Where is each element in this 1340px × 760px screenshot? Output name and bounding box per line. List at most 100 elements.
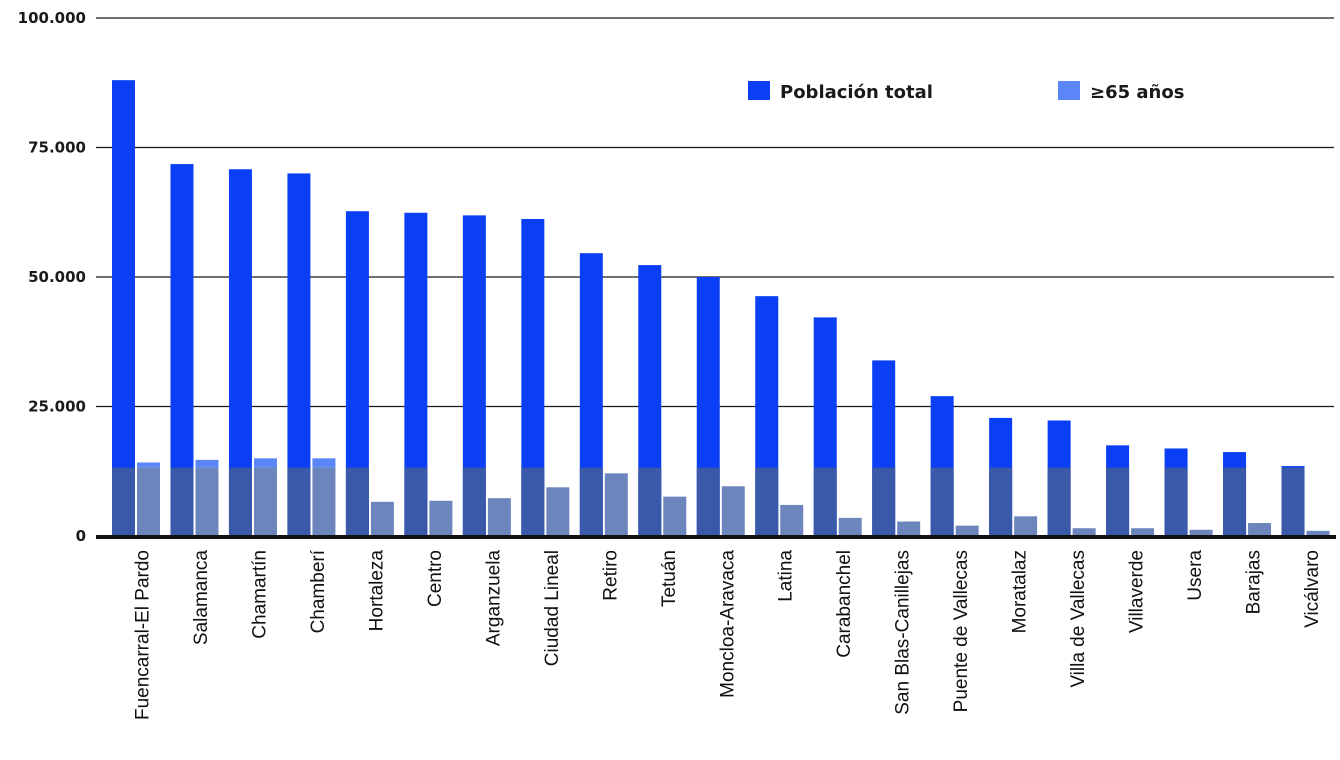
bar-senior-band <box>137 467 160 536</box>
bar-total <box>462 215 486 536</box>
bar-senior-fill <box>1014 516 1038 536</box>
bar-senior <box>312 458 336 536</box>
bar-senior <box>838 517 862 536</box>
bar-senior <box>1014 516 1038 536</box>
bar-senior <box>195 459 219 536</box>
bar-senior <box>604 473 628 536</box>
bar-senior <box>897 521 921 536</box>
bar-total <box>1281 466 1305 536</box>
bar-senior-fill <box>1072 528 1096 536</box>
bar-total <box>696 277 720 536</box>
bar-total-band <box>228 467 252 536</box>
bar-total <box>404 212 428 536</box>
y-tick-label: 25.000 <box>28 398 86 416</box>
bar-total <box>287 173 311 536</box>
bar-total <box>638 265 662 536</box>
y-tick-label: 50.000 <box>28 268 86 286</box>
x-tick-label: Salamanca <box>191 550 212 645</box>
bar-senior <box>370 501 394 536</box>
x-tick-label: Fuencarral-El Pardo <box>133 550 154 720</box>
bar-total-fill <box>170 164 194 537</box>
x-tick-label: Vicálvaro <box>1302 550 1323 628</box>
bar-total-band <box>872 467 896 536</box>
bar-senior-fill <box>897 521 921 536</box>
bar-total <box>1223 452 1247 536</box>
bar-total-band <box>404 467 428 536</box>
legend-label-total: Población total <box>780 82 933 103</box>
x-tick-label: Usera <box>1185 550 1206 601</box>
bar-senior-top <box>312 458 336 468</box>
bar-total-fill <box>462 215 486 536</box>
x-tick-label: Latina <box>776 550 797 602</box>
bar-total <box>170 164 194 537</box>
y-tick-label: 75.000 <box>28 139 86 157</box>
legend-label-senior: ≥65 años <box>1090 82 1184 103</box>
x-tick-label: Villa de Vallecas <box>1068 550 1089 688</box>
bar-total <box>112 80 135 536</box>
bar-senior-fill <box>1131 528 1155 536</box>
bar-total-band <box>521 467 545 536</box>
bar-senior-fill <box>1189 529 1213 536</box>
bar-senior <box>1248 523 1272 536</box>
bar-senior-fill <box>721 486 745 536</box>
bar-senior-band <box>195 467 219 536</box>
bar-total <box>872 360 896 536</box>
x-tick-label: Arganzuela <box>483 550 504 647</box>
bar-senior <box>721 486 745 536</box>
bar-total <box>813 317 837 536</box>
x-tick-label: Centro <box>425 550 446 607</box>
bar-total <box>1164 448 1188 536</box>
bar-senior-fill <box>1306 530 1330 536</box>
legend-swatch-total <box>748 81 770 100</box>
x-tick-label: Villaverde <box>1127 550 1148 633</box>
x-tick-label: Tetuán <box>659 550 680 607</box>
bar-senior <box>1306 530 1330 536</box>
bar-total-fill <box>287 173 311 536</box>
legend-swatch-senior <box>1058 81 1080 100</box>
legend: Población total ≥65 años <box>748 81 1184 103</box>
bar-total <box>1106 445 1130 536</box>
bar-total-band <box>345 467 369 536</box>
bar-layer <box>112 80 1330 537</box>
x-tick-label: Moncloa-Aravaca <box>717 550 738 698</box>
bar-senior-top <box>195 459 219 468</box>
label-layer: 0 25.000 50.000 75.000 100.000 Fuencarral-El … <box>18 9 1323 720</box>
bar-senior <box>1131 528 1155 536</box>
bar-total-band <box>1223 467 1247 536</box>
bar-total-band <box>696 467 720 536</box>
bar-total-fill <box>404 212 428 536</box>
bar-total <box>989 417 1013 536</box>
bar-total-band <box>1281 467 1305 536</box>
bar-senior-fill <box>955 525 979 536</box>
bar-total-band <box>287 467 311 536</box>
bar-senior-fill <box>487 498 511 536</box>
bar-total-fill <box>112 80 135 536</box>
bar-total-band <box>1164 467 1188 536</box>
x-tick-label: San Blas-Canillejas <box>893 550 914 715</box>
bar-senior-fill <box>370 501 394 536</box>
bar-senior-fill <box>838 517 862 536</box>
x-tick-label: Barajas <box>1244 550 1265 614</box>
x-tick-label: Puente de Vallecas <box>951 550 972 712</box>
bar-total-band <box>989 467 1013 536</box>
bar-senior-band <box>312 467 336 536</box>
bar-total-band <box>112 467 135 536</box>
bar-total-fill <box>579 253 603 536</box>
bar-senior <box>429 500 453 536</box>
bar-senior-fill <box>546 487 570 536</box>
bar-total-band <box>930 467 954 536</box>
bar-senior <box>1072 528 1096 536</box>
bar-senior <box>487 498 511 536</box>
bar-senior-band <box>253 467 277 536</box>
bar-senior <box>780 504 804 536</box>
bar-total-fill <box>345 211 369 537</box>
bar-senior-fill <box>663 496 687 536</box>
bar-senior <box>955 525 979 536</box>
bar-senior <box>1189 529 1213 536</box>
bar-total <box>755 296 779 536</box>
bar-total-band <box>638 467 662 536</box>
bar-total-band <box>813 467 837 536</box>
bar-total-band <box>755 467 779 536</box>
